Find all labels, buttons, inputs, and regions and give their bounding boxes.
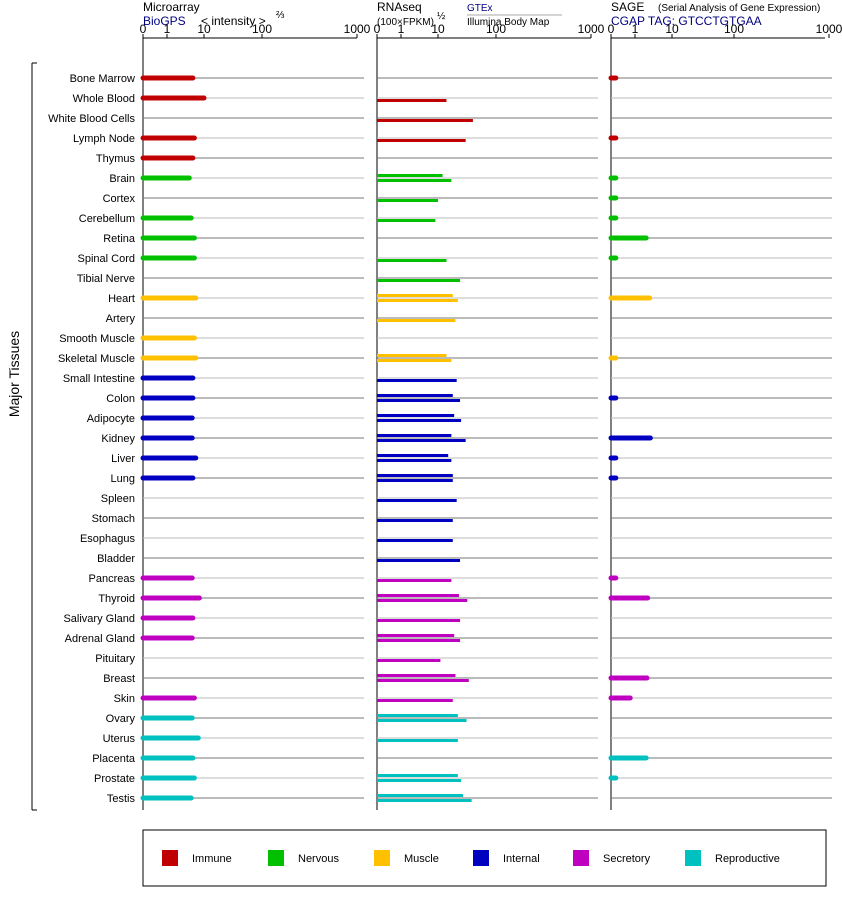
sage-tick-label: 1000: [816, 22, 842, 36]
bars-layer: [140, 75, 653, 802]
legend-label-reproductive: Reproductive: [715, 853, 780, 865]
tissue-label: Testis: [107, 793, 136, 805]
microarray-unit-label: < intensity >: [201, 14, 266, 28]
tissue-label: Cerebellum: [79, 213, 135, 225]
legend-swatch-internal: [473, 850, 489, 866]
sage-tick-label: 0: [608, 22, 615, 36]
rnaseq-unit-exponent: ½: [437, 11, 446, 22]
legend-swatch-secretory: [573, 850, 589, 866]
sage-subtitle: (Serial Analysis of Gene Expression): [658, 3, 820, 14]
legend-swatch-nervous: [268, 850, 284, 866]
rnaseq-legend-gtex[interactable]: GTEx: [467, 3, 493, 14]
tissue-label: Smooth Muscle: [59, 333, 135, 345]
rnaseq-tick-label: 1: [398, 22, 405, 36]
rnaseq-tick-label: 100: [486, 22, 506, 36]
legend-swatch-immune: [162, 850, 178, 866]
group-label: Major Tissues: [6, 331, 22, 417]
legend-swatch-reproductive: [685, 850, 701, 866]
tissue-label: Whole Blood: [73, 93, 135, 105]
tissue-label: Ovary: [106, 713, 136, 725]
rnaseq-tick-label: 10: [431, 22, 445, 36]
tissue-label: Spinal Cord: [78, 253, 135, 265]
tissue-label: Uterus: [103, 733, 136, 745]
tissue-label: Adrenal Gland: [65, 633, 135, 645]
legend-swatch-muscle: [374, 850, 390, 866]
sage-title: SAGE: [611, 0, 644, 14]
tissue-label: Adipocyte: [87, 413, 135, 425]
microarray-tick-label: 100: [252, 22, 272, 36]
tissue-label: Artery: [106, 313, 136, 325]
tissue-label: Cortex: [103, 193, 136, 205]
legend: Immune Nervous Muscle Internal Secretory Repr…: [162, 850, 780, 866]
tissue-label: Pancreas: [89, 573, 136, 585]
tissue-label: Brain: [109, 173, 135, 185]
sage-tick-label: 10: [665, 22, 679, 36]
legend-label-secretory: Secretory: [603, 853, 651, 865]
microarray-tick-label: 1000: [344, 22, 371, 36]
rnaseq-unit-label: (100×FPKM): [377, 17, 434, 28]
tissue-label: Salivary Gland: [63, 613, 135, 625]
tissue-label: Colon: [106, 393, 135, 405]
rnaseq-legend-illumina: Illumina Body Map: [467, 17, 550, 28]
tissue-label: White Blood Cells: [48, 113, 135, 125]
tissue-label: Spleen: [101, 493, 135, 505]
rnaseq-tick-label: 0: [374, 22, 381, 36]
sage-tick-label: 1: [632, 22, 639, 36]
tissue-label: Tibial Nerve: [77, 273, 135, 285]
tissue-label: Lung: [111, 473, 135, 485]
tissue-label: Thymus: [96, 153, 136, 165]
microarray-tick-label: 0: [140, 22, 147, 36]
tissue-label: Heart: [108, 293, 135, 305]
tissue-label: Retina: [103, 233, 136, 245]
rnaseq-title: RNAseq: [377, 0, 422, 14]
axes-layer: 0 1 10 100 1000 0 1 10 100 1000 0 1 10 100 1000: [140, 22, 842, 810]
microarray-tick-label: 10: [197, 22, 211, 36]
tissue-label: Bladder: [97, 553, 135, 565]
tissue-label: Esophagus: [80, 533, 136, 545]
legend-label-internal: Internal: [503, 853, 540, 865]
tissue-label: Skeletal Muscle: [58, 353, 135, 365]
tissue-label: Thyroid: [98, 593, 135, 605]
microarray-source-link[interactable]: BioGPS: [143, 14, 186, 28]
sage-tick-label: 100: [724, 22, 744, 36]
legend-label-nervous: Nervous: [298, 853, 339, 865]
legend-label-muscle: Muscle: [404, 853, 439, 865]
tissue-label: Liver: [111, 453, 135, 465]
microarray-tick-label: 1: [164, 22, 171, 36]
tissue-label: Kidney: [101, 433, 135, 445]
legend-label-immune: Immune: [192, 853, 232, 865]
rnaseq-tick-label: 1000: [578, 22, 605, 36]
sage-tag-link[interactable]: CGAP TAG: GTCCTGTGAA: [611, 14, 762, 28]
group-bracket: [31, 62, 37, 811]
tissue-label: Breast: [103, 673, 135, 685]
tissue-label: Pituitary: [95, 653, 135, 665]
microarray-title: Microarray: [143, 0, 200, 14]
tissue-label: Lymph Node: [73, 133, 135, 145]
tissue-label: Placenta: [92, 753, 136, 765]
tissue-label: Prostate: [94, 773, 135, 785]
tissue-label: Stomach: [92, 513, 135, 525]
tissue-label: Small Intestine: [63, 373, 135, 385]
microarray-unit-exponent: ⅔: [276, 10, 285, 21]
tissue-label: Skin: [114, 693, 135, 705]
tissue-label: Bone Marrow: [70, 73, 135, 85]
